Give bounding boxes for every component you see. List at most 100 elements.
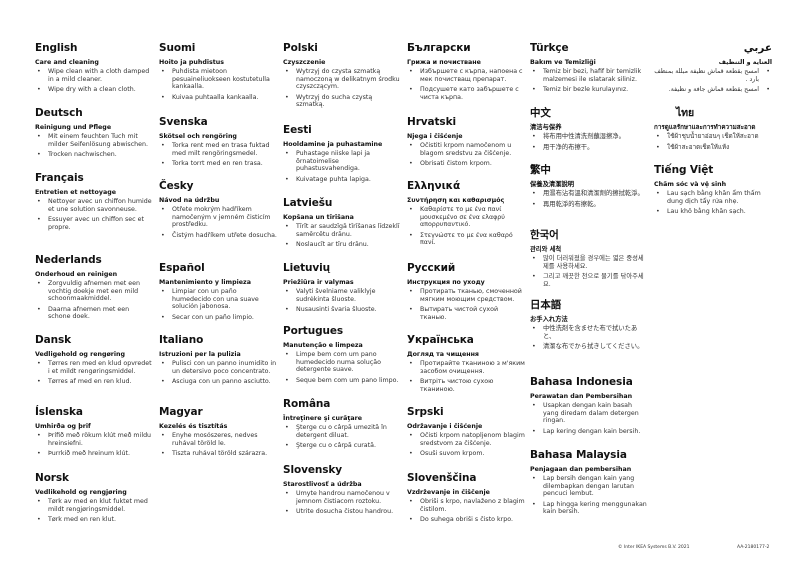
section-subtitle: Entretien et nettoyage (35, 189, 116, 196)
instruction-list: Očistiti krpom namočenom u blagom sredst… (407, 142, 525, 168)
instruction-item: Στεγνώστε το με ένα καθαρό πανί. (407, 232, 525, 247)
instruction-item: Osuši suvom krpom. (407, 450, 525, 458)
instruction-list: Otřete mokrým hadříkem namočeným v jemné… (159, 206, 277, 239)
instruction-item: Torka rent med en trasa fuktad med milt … (159, 142, 277, 157)
language-heading: Dansk (35, 334, 72, 346)
instruction-item: Otřete mokrým hadříkem namočeným v jemné… (159, 206, 277, 229)
section-subtitle: Συντήρηση και καθαρισμός (407, 197, 505, 204)
instruction-list: Umyte handrou namočenou v jemnom čistiac… (283, 490, 401, 516)
section-subtitle: Njega i čišćenje (407, 133, 463, 140)
section-subtitle: お手入れ方法 (530, 316, 568, 323)
instruction-list: امسح بقطعة قماش نظيفة مبللة بمنظف بارد .… (654, 68, 772, 94)
instruction-item: Kuivatage puhta lapiga. (283, 176, 401, 184)
language-section: Lietuvių Priežiūra ir valymas Valyti šveln… (283, 262, 401, 317)
instruction-item: Trocken nachwischen. (35, 151, 153, 159)
language-heading: Hrvatski (407, 116, 456, 128)
instruction-item: Lau khô bằng khăn sạch. (654, 208, 772, 216)
section-subtitle: Chăm sóc và vệ sinh (654, 181, 727, 188)
instruction-item: امسح بقطعة قماش نظيفة مبللة بمنظف بارد . (654, 68, 772, 83)
instruction-item: Pulisci con un panno inumidito in un det… (159, 360, 277, 375)
instruction-list: Протирать тканью, смоченной мягким моющи… (407, 288, 525, 321)
language-heading: Latviešu (283, 197, 333, 209)
language-section: Suomi Hoito ja puhdistus Puhdista mietoon … (159, 42, 277, 104)
language-section: English Care and cleaning Wipe clean with … (35, 42, 153, 97)
language-section: Slovenščina Vzdrževanje in čiščenje Obriši… (407, 472, 525, 527)
instruction-item: Temiz bir bezle kurulayınız. (530, 86, 648, 94)
section-subtitle: Kopšana un tīrīšana (283, 214, 354, 221)
language-heading: Portugues (283, 325, 344, 337)
instruction-item: Şterge cu o cârpă curată. (283, 442, 401, 450)
section-subtitle: Hooldamine ja puhastamine (283, 141, 383, 148)
section-subtitle: Reinigung und Pflege (35, 124, 112, 131)
language-heading: Norsk (35, 472, 69, 484)
language-section: Svenska Skötsel och rengöring Torka rent m… (159, 116, 277, 171)
instruction-item: Enyhe mosószeres, nedves ruhával töröld … (159, 432, 277, 447)
section-subtitle: 保養及清潔說明 (530, 181, 575, 188)
language-heading: 日本語 (530, 299, 562, 311)
instruction-list: Puhdista mietoon pesuaineliuokseen kostu… (159, 68, 277, 101)
section-subtitle: Mantenimiento y limpieza (159, 279, 251, 286)
instruction-item: Витріть чистою сухою тканиною. (407, 378, 525, 393)
instruction-item: Do suhega obriši s čisto krpo. (407, 516, 525, 524)
language-section: Español Mantenimiento y limpieza Limpiar c… (159, 262, 277, 324)
instruction-item: Tørres ren med en klud opvredet i et mil… (35, 360, 153, 375)
instruction-list: Zorgvuldig afnemen met een vochtig doekj… (35, 280, 153, 321)
instruction-list: Usapkan dengan kain basah yang diredam d… (530, 402, 648, 435)
instruction-item: Wipe clean with a cloth damped in a mild… (35, 68, 153, 83)
instruction-list: 많이 더러워졌을 경우에는 엷은 중성세제를 사용하세요. 그리고 깨끗한 천으로… (530, 255, 648, 288)
instruction-list: Lap bersih dengan kain yang dilembapkan … (530, 475, 648, 516)
language-section: Româna Întreţinere şi curăţare Şterge cu o… (283, 398, 401, 453)
instruction-item: Usapkan dengan kain basah yang diredam d… (530, 402, 648, 425)
instruction-item: ใช้ผ้าชุบน้ำยาอ่อนๆ เช็ดให้สะอาด (654, 133, 772, 141)
instruction-item: Seque bem com um pano limpo. (283, 377, 401, 385)
language-heading: Magyar (159, 406, 203, 418)
instruction-item: Nettoyer avec un chiffon humide et une s… (35, 198, 153, 213)
instruction-item: Протирать тканью, смоченной мягким моющи… (407, 288, 525, 303)
instruction-list: Mit einem feuchten Tuch mit milder Seife… (35, 133, 153, 159)
language-heading: ไทย (676, 107, 695, 119)
section-subtitle: Vedlikehold og rengjøring (35, 489, 127, 496)
instruction-item: Asciuga con un panno asciutto. (159, 378, 277, 386)
instruction-list: Tørk av med en klut fuktet med mildt ren… (35, 498, 153, 524)
instruction-list: Temiz bir bezi, hafif bir temizlik malze… (530, 68, 648, 94)
language-section: Ελληνικά Συντήρηση και καθαρισμός Καθαρίστ… (407, 180, 525, 250)
language-heading: Tiếng Việt (654, 164, 714, 176)
instruction-list: Wipe clean with a cloth damped in a mild… (35, 68, 153, 94)
instruction-list: 中性洗剤を含ませた布で拭いたあと、清潔な布でから拭きしてください。 (530, 325, 648, 351)
section-subtitle: Грижа и почистване (407, 59, 481, 66)
instruction-list: Протирайте тканиною з м'яким засобом очи… (407, 360, 525, 393)
section-subtitle: Vzdrževanje in čiščenje (407, 489, 490, 496)
instruction-item: Протирайте тканиною з м'яким засобом очи… (407, 360, 525, 375)
language-section: Français Entretien et nettoyage Nettoyer a… (35, 172, 153, 234)
instruction-item: Očisti krpom natopljenom blagim sredstvo… (407, 432, 525, 447)
section-subtitle: Инструкция по уходу (407, 279, 485, 286)
instruction-item: Secar con un paño limpio. (159, 314, 277, 322)
instruction-item: Essuyer avec un chiffon sec et propre. (35, 216, 153, 231)
language-section: Bahasa Indonesia Perawatan dan Pembersiha… (530, 376, 648, 438)
instruction-item: ใช้ผ้าสะอาดเช็ดให้แห้ง (654, 144, 772, 152)
section-subtitle: Onderhoud en reinigen (35, 271, 118, 278)
instruction-item: Şterge cu o cârpă umezită în detergent d… (283, 424, 401, 439)
instruction-item: Puhdista mietoon pesuaineliuokseen kostu… (159, 68, 277, 91)
language-section: 中文清洁与保养将布用中性清洗剂蘸湿擦净。用干净的布擦干。 (530, 107, 648, 154)
instruction-item: امسح بقطعة قماش جافة و نظيفة. (654, 86, 772, 94)
language-heading: Français (35, 172, 84, 184)
section-subtitle: 清洁与保养 (530, 124, 562, 131)
language-section: 日本語お手入れ方法中性洗剤を含ませた布で拭いたあと、清潔な布でから拭きしてくださ… (530, 299, 648, 354)
section-subtitle: Návod na údržbu (159, 197, 220, 204)
instruction-item: Mit einem feuchten Tuch mit milder Seife… (35, 133, 153, 148)
instruction-item: Zorgvuldig afnemen met een vochtig doekj… (35, 280, 153, 303)
section-subtitle: Umhirða og þrif (35, 423, 91, 430)
instruction-item: Lap bersih dengan kain yang dilembapkan … (530, 475, 648, 498)
instruction-list: 用濕布沾有溫和清潔劑的擦拭乾淨。再用乾淨的布擦乾。 (530, 190, 648, 208)
section-subtitle: Vedligehold og rengøring (35, 351, 126, 358)
language-section: Dansk Vedligehold og rengøring Tørres ren … (35, 334, 153, 389)
instruction-item: Избършете с кърпа, напоена с мек почиств… (407, 68, 525, 83)
instruction-list: Þrífið með rökum klút með mildu hreinsie… (35, 432, 153, 458)
instruction-list: Očisti krpom natopljenom blagim sredstvo… (407, 432, 525, 458)
instruction-list: Lau sạch bằng khăn ẩm thấm dung dịch tẩy… (654, 190, 772, 216)
instruction-item: Očistiti krpom namočenom u blagom sredst… (407, 142, 525, 157)
instruction-item: Čistým hadříkem utřete dosucha. (159, 232, 277, 240)
language-heading: Slovensky (283, 464, 342, 476)
language-heading: Česky (159, 180, 194, 192)
